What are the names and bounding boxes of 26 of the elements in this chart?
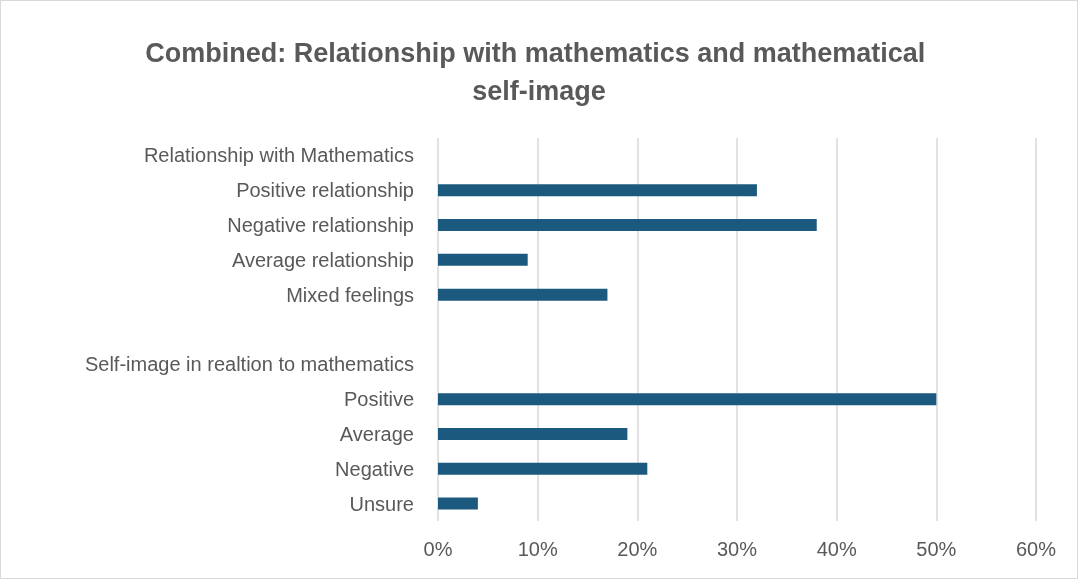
bar bbox=[438, 427, 628, 440]
x-tick-label: 30% bbox=[716, 538, 758, 560]
x-tick-label: 50% bbox=[916, 538, 957, 560]
y-tick-label: Positive bbox=[343, 388, 414, 411]
y-tick-label: Negative bbox=[335, 457, 414, 480]
x-tick-label: 40% bbox=[816, 538, 857, 560]
chart-title: Combined: Relationship with mathematics and mathematical self-image bbox=[145, 38, 933, 106]
y-tick-label: Relationship with Mathematics bbox=[143, 144, 414, 167]
bar bbox=[438, 393, 937, 406]
bar bbox=[438, 219, 817, 232]
y-tick-label: Negative relationship bbox=[227, 214, 414, 237]
bar bbox=[438, 497, 478, 510]
y-tick-label: Mixed feelings bbox=[286, 283, 414, 306]
x-tick-label: 20% bbox=[617, 538, 658, 560]
y-tick-label: Unsure bbox=[349, 492, 414, 515]
y-tick-label: Self-image in realtion to mathematics bbox=[84, 353, 414, 376]
bar bbox=[438, 462, 648, 475]
x-tick-label: 0% bbox=[423, 538, 453, 560]
y-tick-label: Average bbox=[339, 422, 414, 445]
bar bbox=[438, 288, 608, 301]
y-tick-label: Average relationship bbox=[232, 248, 414, 271]
bar bbox=[438, 253, 528, 266]
x-tick-label: 10% bbox=[517, 538, 558, 560]
x-tick-label: 60% bbox=[1015, 538, 1057, 560]
bar bbox=[438, 184, 757, 197]
y-tick-label: Positive relationship bbox=[236, 179, 414, 202]
